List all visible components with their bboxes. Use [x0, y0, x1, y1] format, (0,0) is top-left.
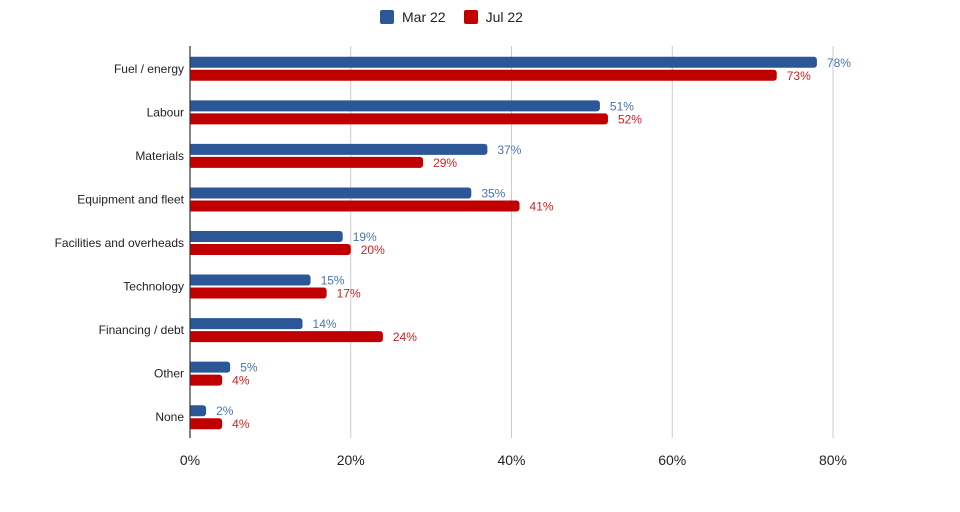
- data-label: 35%: [481, 186, 505, 200]
- data-label: 73%: [787, 69, 811, 83]
- category-label: Other: [154, 367, 184, 381]
- bar-jul-22: [190, 374, 223, 386]
- data-label: 19%: [353, 230, 377, 244]
- bar-mar-22: [190, 187, 472, 199]
- data-label: 17%: [337, 287, 361, 301]
- data-label: 14%: [313, 317, 337, 331]
- bar-jul-22: [190, 287, 327, 299]
- data-label: 52%: [618, 112, 642, 126]
- x-tick-label: 20%: [337, 452, 365, 468]
- category-label: Fuel / energy: [114, 62, 184, 76]
- category-label: Facilities and overheads: [55, 236, 184, 250]
- data-label: 4%: [232, 417, 250, 431]
- legend: Mar 22 Jul 22: [380, 9, 541, 25]
- bar-jul-22: [190, 244, 351, 255]
- x-tick-label: 0%: [180, 452, 200, 468]
- bar-mar-22: [189, 100, 600, 112]
- data-label: 78%: [827, 56, 851, 70]
- bar-jul-22: [190, 418, 223, 430]
- data-label: 51%: [610, 99, 634, 113]
- category-label: Labour: [147, 105, 184, 119]
- legend-label: Mar 22: [402, 9, 446, 25]
- data-label: 2%: [216, 404, 234, 418]
- bar-mar-22: [190, 56, 817, 68]
- data-label: 4%: [232, 374, 250, 388]
- bar-jul-22: [190, 69, 777, 81]
- bar-mar-22: [190, 405, 207, 417]
- legend-label: Jul 22: [485, 9, 523, 25]
- bar-mar-22: [190, 231, 343, 242]
- data-label: 15%: [321, 274, 345, 288]
- category-label: Financing / debt: [99, 323, 185, 337]
- data-label: 20%: [361, 243, 385, 257]
- category-label: Technology: [123, 280, 184, 294]
- legend-item-mar-22: Mar 22: [380, 9, 446, 25]
- bar-mar-22: [190, 318, 303, 330]
- bar-jul-22: [189, 200, 520, 212]
- category-label: Equipment and fleet: [77, 192, 184, 206]
- data-label: 5%: [240, 361, 258, 375]
- category-label: Materials: [135, 149, 184, 163]
- bar-jul-22: [190, 331, 383, 343]
- legend-item-jul-22: Jul 22: [463, 9, 523, 25]
- data-label: 29%: [433, 156, 457, 170]
- x-tick-label: 60%: [658, 452, 686, 468]
- bar-mar-22: [190, 274, 311, 286]
- category-label: None: [155, 410, 184, 424]
- x-tick-label: 40%: [497, 452, 525, 468]
- bar-jul-22: [190, 113, 608, 125]
- bar-mar-22: [190, 143, 488, 155]
- data-label: 24%: [393, 330, 417, 344]
- data-label: 41%: [530, 199, 554, 213]
- legend-swatch: [463, 10, 478, 24]
- bar-jul-22: [190, 156, 424, 168]
- legend-swatch: [380, 10, 394, 24]
- x-tick-label: 80%: [819, 452, 847, 468]
- data-label: 37%: [497, 143, 521, 157]
- bar-mar-22: [190, 361, 231, 373]
